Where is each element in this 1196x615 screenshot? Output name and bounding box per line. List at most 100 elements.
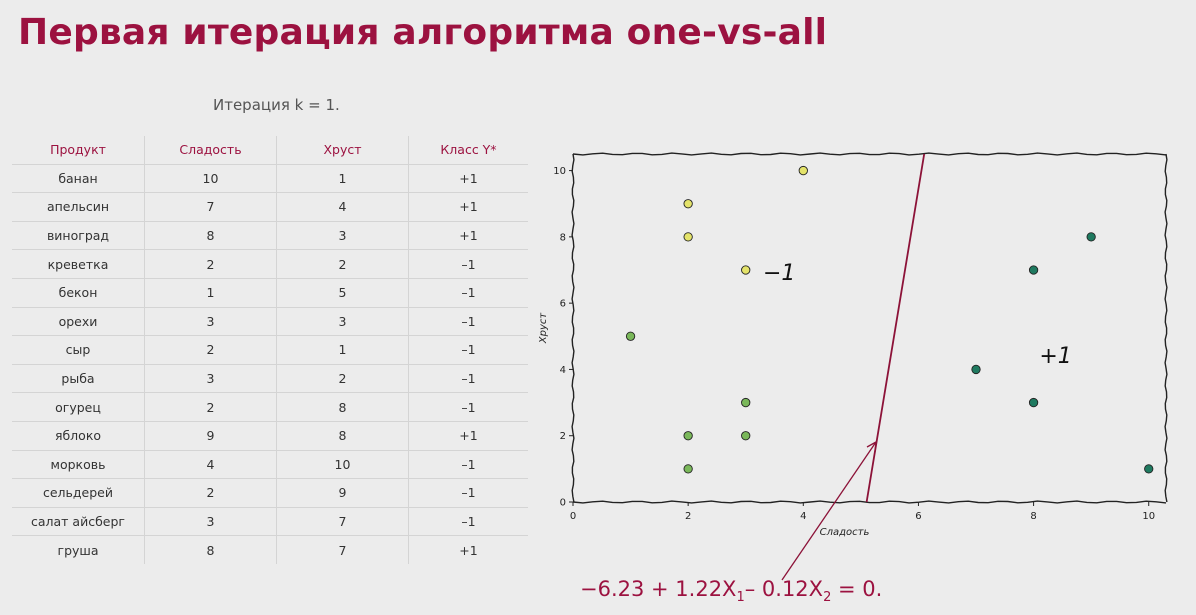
data-point	[741, 397, 751, 408]
equation-sub-2: 2	[823, 590, 832, 606]
table-row: груша 8 7 +1	[12, 535, 528, 564]
table-cell: салат айсберг	[12, 507, 145, 537]
y-tick-label: 8	[560, 232, 566, 243]
table-cell: 2	[144, 335, 277, 365]
equation-middle: – 0.12X	[744, 577, 824, 601]
data-point	[625, 331, 636, 341]
table-cell: 2	[144, 249, 277, 279]
table-cell: 3	[276, 221, 409, 251]
table-cell: 8	[276, 392, 409, 422]
table-cell: 7	[276, 507, 409, 537]
table-cell: –1	[408, 507, 528, 537]
table-row: рыба 3 2 –1	[12, 364, 528, 394]
table-header-row: Продукт Сладость Хруст Класс Y*	[12, 136, 528, 165]
x-axis-label: Сладость	[820, 527, 870, 538]
table-row: виноград 8 3 +1	[12, 221, 528, 251]
page-title: Первая итерация алгоритма one-vs-all	[18, 12, 828, 53]
column-header: Продукт	[12, 136, 145, 165]
data-point	[683, 464, 693, 474]
table-cell: 3	[144, 307, 277, 337]
table-cell: 2	[144, 478, 277, 508]
table-body: банан 10 1 +1 апельсин 7 4 +1 виноград 8 3 +1 кревет…	[12, 164, 528, 564]
data-point	[683, 199, 693, 209]
table-cell: 8	[144, 221, 277, 251]
table-cell: бекон	[12, 278, 145, 308]
table-cell: –1	[408, 450, 528, 480]
x-tick-label: 8	[1030, 511, 1036, 522]
plot-frame-top	[572, 152, 1167, 156]
table-cell: 10	[276, 450, 409, 480]
table-cell: сыр	[12, 335, 145, 365]
table-cell: +1	[408, 221, 528, 251]
table-cell: –1	[408, 249, 528, 279]
y-tick-label: 4	[560, 365, 566, 376]
table-row: салат айсберг 3 7 –1	[12, 507, 528, 537]
table-cell: 9	[144, 421, 277, 451]
table-row: яблоко 9 8 +1	[12, 421, 528, 451]
y-tick-label: 0	[560, 498, 566, 509]
table-cell: 2	[144, 392, 277, 422]
class-annotation: +1	[1039, 344, 1071, 369]
table-cell: +1	[408, 192, 528, 222]
table-cell: –1	[408, 307, 528, 337]
table-cell: 3	[276, 307, 409, 337]
table-cell: 9	[276, 478, 409, 508]
table-cell: 8	[276, 421, 409, 451]
table-cell: груша	[57, 542, 99, 558]
table-row: сельдерей 2 9 –1	[12, 478, 528, 508]
table-cell: банан	[12, 164, 145, 194]
y-tick-label: 10	[553, 166, 566, 177]
table-cell: морковь	[12, 450, 145, 480]
table-cell: –1	[408, 478, 528, 508]
table-cell: 4	[276, 192, 409, 222]
y-tick-label: 2	[560, 431, 566, 442]
class-annotation: −1	[763, 261, 795, 286]
table-cell: 3	[144, 364, 277, 394]
table-row: креветка 2 2 –1	[12, 249, 528, 279]
y-axis-label: Хруст	[538, 312, 549, 345]
data-point	[1028, 397, 1039, 408]
data-point	[741, 431, 751, 441]
equation-suffix: = 0.	[831, 577, 883, 601]
table-cell: –1	[408, 364, 528, 394]
table-cell: огурец	[12, 392, 145, 422]
table-cell: рыба	[12, 364, 145, 394]
table-cell: –1	[408, 278, 528, 308]
data-point	[798, 165, 808, 176]
table-cell: яблоко	[12, 421, 145, 451]
table-cell: 1	[276, 164, 409, 194]
table-cell: виноград	[12, 221, 145, 251]
data-table: Продукт Сладость Хруст Класс Y* банан 10 1 +1 а…	[12, 136, 528, 564]
table-cell: 1	[276, 335, 409, 365]
table-row: сыр 2 1 –1	[12, 335, 528, 365]
column-header: Сладость	[144, 136, 277, 165]
table-cell: 10	[144, 164, 277, 194]
plot-frame-right	[1164, 153, 1168, 503]
data-point	[1144, 464, 1154, 474]
iteration-label: Итерация k = 1.	[213, 96, 340, 114]
data-point	[1086, 232, 1096, 242]
y-tick-label: 6	[560, 299, 566, 310]
column-header: Класс Y*	[408, 136, 528, 165]
table-cell: 2	[276, 364, 409, 394]
table-cell: орехи	[12, 307, 145, 337]
data-point	[683, 431, 693, 441]
table-cell: 5	[276, 278, 409, 308]
plot-frame-bottom	[572, 500, 1167, 504]
table-cell: +1	[408, 421, 528, 451]
data-point	[741, 265, 751, 275]
data-point	[1028, 265, 1039, 275]
table-row: апельсин 7 4 +1	[12, 192, 528, 222]
equation-sub-1: 1	[736, 590, 745, 606]
data-point	[683, 232, 693, 242]
table-cell: –1	[408, 392, 528, 422]
table-row: банан 10 1 +1	[12, 164, 528, 194]
decision-equation: −6.23 + 1.22X1– 0.12X2 = 0.	[580, 577, 882, 605]
table-cell: сельдерей	[12, 478, 145, 508]
x-tick-label: 10	[1142, 511, 1155, 522]
table-row: бекон 1 5 –1	[12, 278, 528, 308]
x-tick-label: 6	[915, 511, 921, 522]
pointer-arrow-head	[866, 441, 877, 453]
table-cell: +1	[408, 535, 528, 564]
plot-frame-left	[571, 153, 575, 503]
